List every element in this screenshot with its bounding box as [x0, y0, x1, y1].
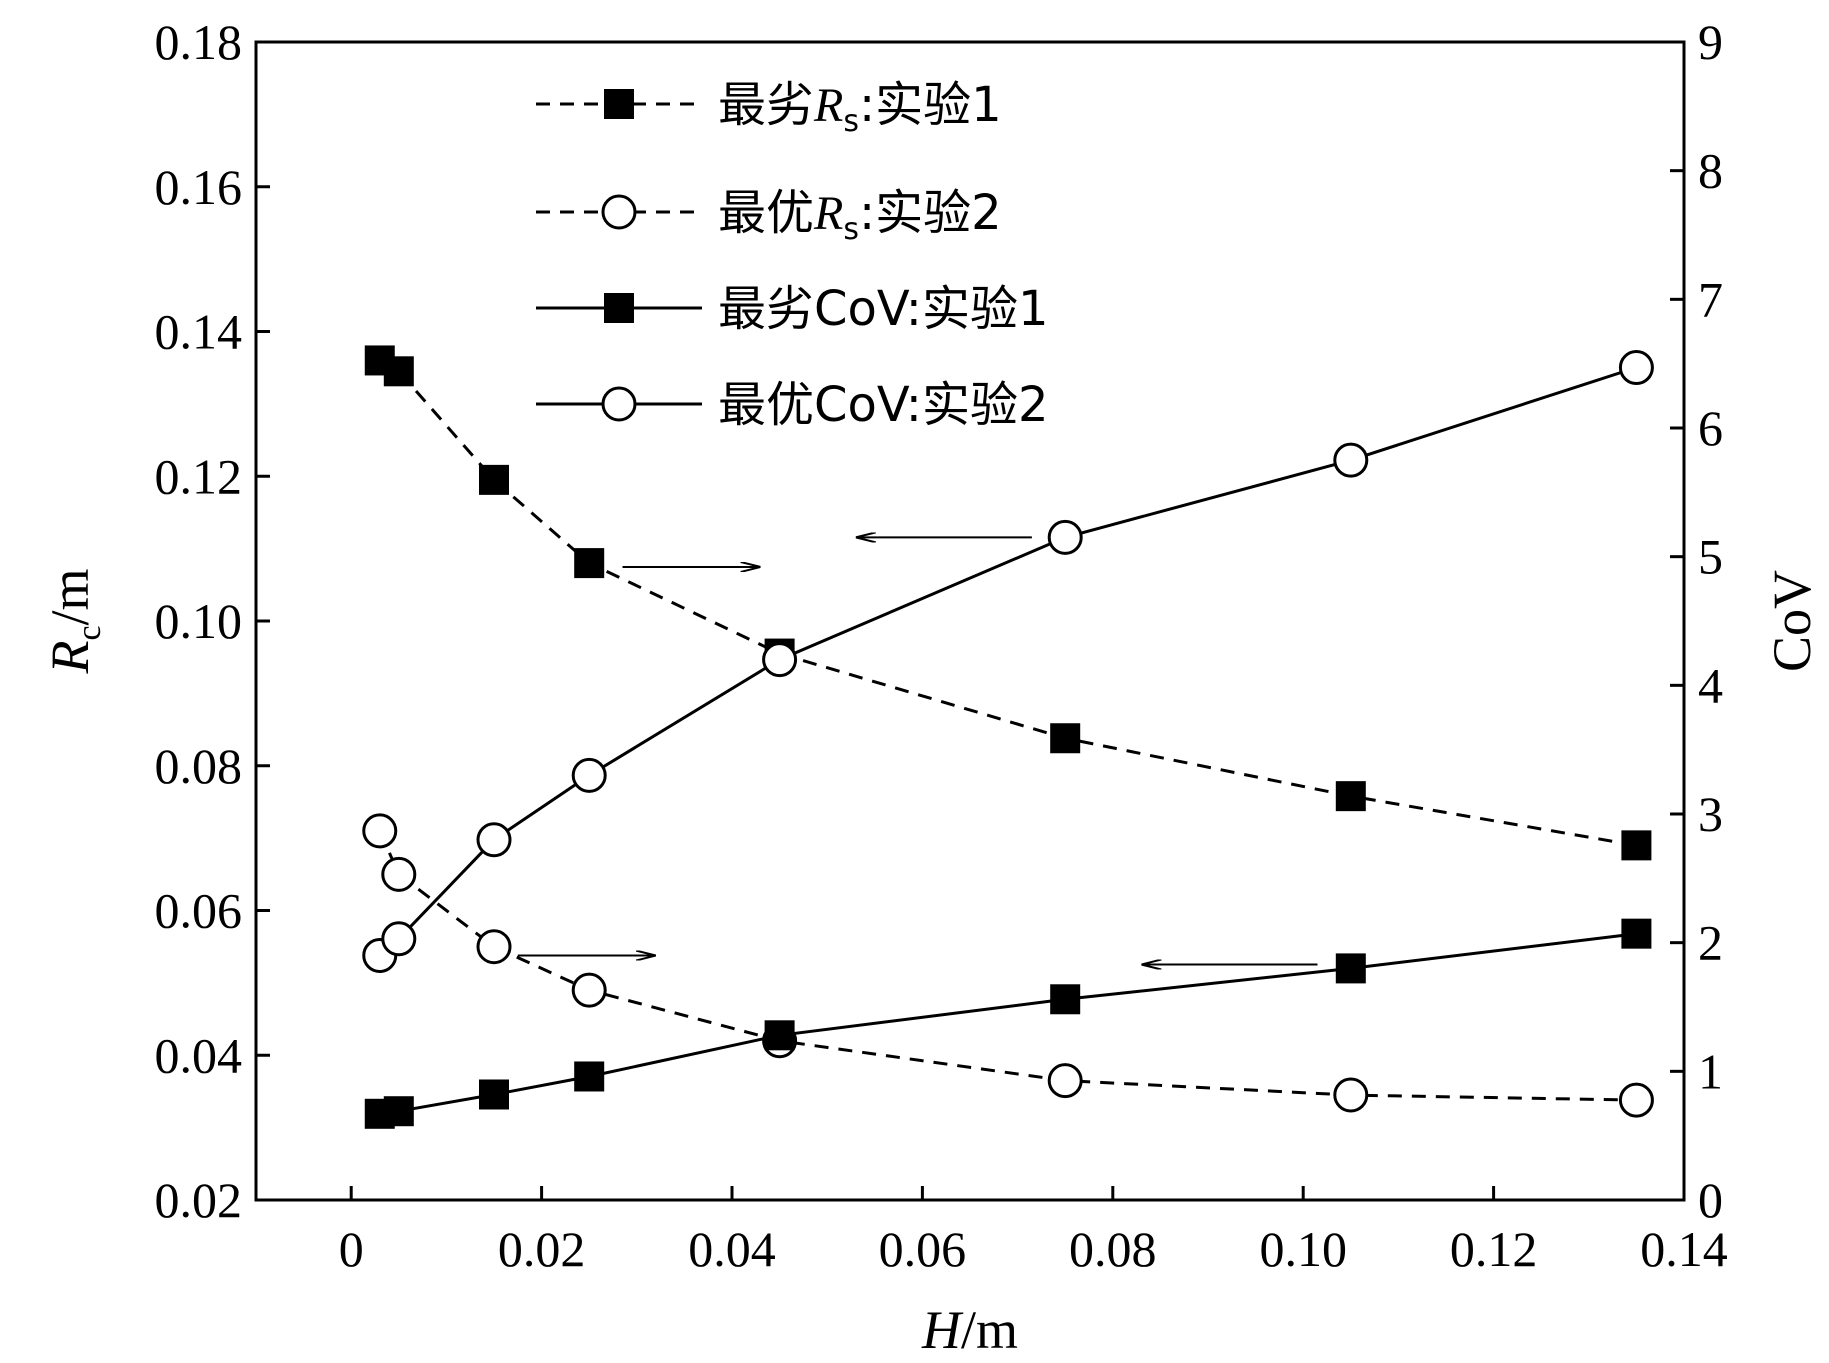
data-point	[571, 757, 607, 793]
x-tick-label: 0	[339, 1221, 364, 1277]
data-point	[1621, 830, 1652, 861]
legend-marker	[604, 293, 634, 323]
y-right-tick-label: 5	[1698, 529, 1723, 585]
series-line	[379, 359, 1637, 847]
x-axis-label: H/m	[921, 1300, 1018, 1360]
y-right-tick-label: 7	[1698, 271, 1723, 327]
data-point	[1335, 953, 1366, 984]
data-point	[764, 1020, 795, 1051]
x-tick-label: 0.06	[879, 1221, 967, 1277]
y-right-tick-label: 0	[1698, 1172, 1723, 1228]
series-line	[379, 932, 1637, 1116]
x-tick-label: 0.08	[1069, 1221, 1157, 1277]
data-point	[362, 813, 398, 849]
annotation-layer	[517, 537, 1318, 964]
data-point	[1618, 350, 1654, 386]
x-tick-label: 0.10	[1259, 1221, 1347, 1277]
data-point	[1047, 519, 1083, 555]
legend-item-4: 最优CoV:实验2	[536, 377, 1049, 433]
y-left-tick-label: 0.16	[155, 159, 243, 215]
data-point	[574, 1061, 605, 1092]
data-point	[1335, 781, 1366, 812]
legend-label: 最劣CoV:实验1	[718, 281, 1049, 337]
x-tick-label: 0.04	[688, 1221, 776, 1277]
data-point	[762, 642, 798, 678]
y-left-tick-label: 0.06	[155, 883, 243, 939]
y-right-tick-label: 2	[1698, 915, 1723, 971]
y-right-tick-label: 4	[1698, 657, 1723, 713]
legend-label: 最劣Rs:实验1	[718, 77, 1002, 139]
y-right-tick-label: 8	[1698, 143, 1723, 199]
x-tick-label: 0.12	[1450, 1221, 1538, 1277]
data-point	[479, 464, 509, 495]
legend-marker	[601, 386, 637, 422]
legend-marker	[601, 194, 637, 230]
data-point	[1333, 442, 1369, 478]
data-point	[1050, 723, 1081, 754]
data-point	[381, 921, 417, 957]
series-line	[378, 830, 1637, 1102]
data-point	[1618, 1082, 1654, 1118]
data-point	[1621, 918, 1652, 949]
series-4	[362, 350, 1654, 974]
legend-item-1: 最劣Rs:实验1	[536, 77, 1002, 139]
x-tick-label: 0.14	[1640, 1221, 1728, 1277]
y-left-tick-label: 0.08	[155, 738, 243, 794]
data-point	[571, 972, 607, 1008]
legend-label: 最优Rs:实验2	[718, 185, 1002, 247]
y-right-tick-label: 6	[1698, 400, 1723, 456]
data-point	[479, 1079, 509, 1110]
legend: 最劣Rs:实验1 最优Rs:实验2 最劣CoV:实验1 最优CoV:实验2	[536, 77, 1049, 433]
legend-item-2: 最优Rs:实验2	[536, 185, 1002, 247]
y-left-tick-label: 0.02	[155, 1172, 243, 1228]
axis-ticks: 0 0.02 0.04 0.06 0.08 0.10 0.12 0.14 0.02 0.04 0.0…	[155, 14, 1728, 1277]
legend-label: 最优CoV:实验2	[718, 377, 1049, 433]
y-right-tick-label: 1	[1698, 1043, 1723, 1099]
data-point	[1333, 1077, 1369, 1113]
data-point	[476, 822, 512, 858]
series-line	[378, 366, 1637, 957]
data-point	[381, 856, 417, 892]
y-axis-label-left: Rc/m	[40, 568, 108, 674]
y-left-tick-label: 0.10	[155, 593, 243, 649]
series-3	[364, 918, 1652, 1129]
legend-marker	[604, 89, 634, 119]
y-left-tick-label: 0.12	[155, 448, 243, 504]
data-point	[574, 548, 605, 579]
y-left-tick-label: 0.14	[155, 304, 243, 360]
y-right-tick-label: 3	[1698, 786, 1723, 842]
legend-item-3: 最劣CoV:实验1	[536, 281, 1049, 337]
series-layer	[362, 345, 1654, 1129]
data-point	[476, 929, 512, 965]
data-point	[383, 1096, 414, 1127]
y-right-tick-label: 9	[1698, 14, 1723, 70]
y-axis-label-right: CoV	[1762, 570, 1822, 672]
data-point	[1047, 1063, 1083, 1099]
data-point	[383, 356, 414, 387]
data-point	[1050, 984, 1081, 1015]
x-tick-label: 0.02	[498, 1221, 586, 1277]
series-1	[364, 345, 1652, 861]
y-left-tick-label: 0.04	[155, 1027, 243, 1083]
y-left-tick-label: 0.18	[155, 14, 243, 70]
series-2	[362, 813, 1654, 1118]
